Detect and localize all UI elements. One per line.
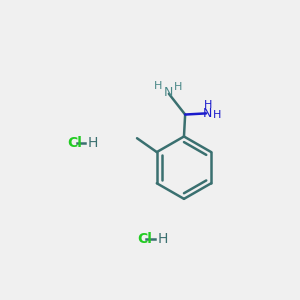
Text: H: H (88, 136, 98, 150)
Text: H: H (157, 232, 168, 246)
Text: H: H (213, 110, 221, 119)
Text: Cl: Cl (68, 136, 82, 150)
Text: H: H (154, 81, 163, 91)
Text: H: H (173, 82, 182, 92)
Text: Cl: Cl (137, 232, 152, 246)
Text: N: N (164, 86, 173, 99)
Text: H: H (204, 100, 213, 110)
Text: N: N (202, 107, 212, 120)
